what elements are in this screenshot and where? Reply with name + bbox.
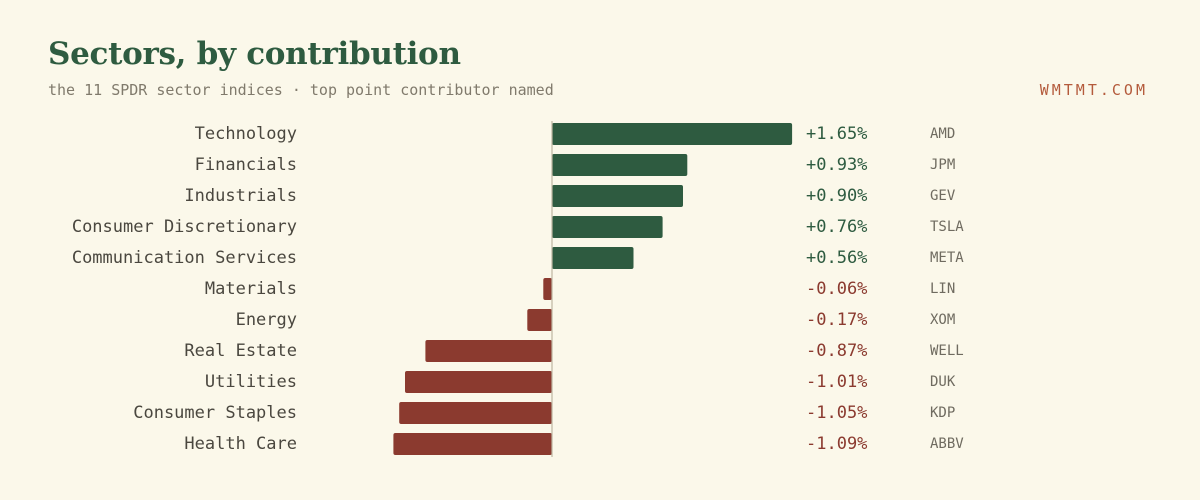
bar-real-estate[interactable]: [425, 340, 552, 362]
bar-financials[interactable]: [552, 154, 688, 176]
value-label: -0.87%: [806, 341, 867, 361]
category-label: Energy: [236, 310, 297, 330]
value-label: -1.01%: [806, 372, 867, 392]
bar-materials[interactable]: [543, 278, 552, 300]
bar-communication-services[interactable]: [552, 247, 634, 269]
value-label: +0.90%: [806, 186, 867, 206]
value-label: -0.17%: [806, 310, 867, 330]
bar-technology[interactable]: [552, 123, 793, 145]
top-contributor-label: AMD: [930, 126, 955, 142]
brand-watermark[interactable]: WMTMT.COM: [1039, 81, 1148, 99]
category-label: Technology: [195, 124, 297, 144]
value-label: -1.09%: [806, 434, 867, 454]
bar-health-care[interactable]: [393, 433, 552, 455]
top-contributor-label: ABBV: [930, 436, 964, 452]
value-label: -1.05%: [806, 403, 867, 423]
value-label: +0.56%: [806, 248, 867, 268]
category-label: Real Estate: [184, 341, 297, 361]
top-contributor-label: WELL: [930, 343, 964, 359]
category-label: Consumer Discretionary: [72, 217, 297, 237]
bar-industrials[interactable]: [552, 185, 683, 207]
category-label: Consumer Staples: [133, 403, 297, 423]
chart-title: Sectors, by contribution: [48, 36, 461, 72]
bar-consumer-discretionary[interactable]: [552, 216, 663, 238]
top-contributor-label: META: [930, 250, 964, 266]
bar-energy[interactable]: [527, 309, 552, 331]
category-label: Industrials: [184, 186, 297, 206]
category-label: Health Care: [184, 434, 297, 454]
top-contributor-label: GEV: [930, 188, 956, 204]
top-contributor-label: TSLA: [930, 219, 964, 235]
value-label: -0.06%: [806, 279, 867, 299]
category-label: Utilities: [205, 372, 297, 392]
top-contributor-label: XOM: [930, 312, 955, 328]
top-contributor-label: JPM: [930, 157, 955, 173]
top-contributor-label: KDP: [930, 405, 955, 421]
top-contributor-label: DUK: [930, 374, 956, 390]
category-label: Communication Services: [72, 248, 297, 268]
value-label: +1.65%: [806, 124, 867, 144]
bar-consumer-staples[interactable]: [399, 402, 552, 424]
category-label: Financials: [195, 155, 297, 175]
value-label: +0.93%: [806, 155, 867, 175]
bar-utilities[interactable]: [405, 371, 552, 393]
category-label: Materials: [205, 279, 297, 299]
chart-subtitle: the 11 SPDR sector indices · top point c…: [48, 81, 554, 99]
top-contributor-label: LIN: [930, 281, 955, 297]
value-label: +0.76%: [806, 217, 867, 237]
